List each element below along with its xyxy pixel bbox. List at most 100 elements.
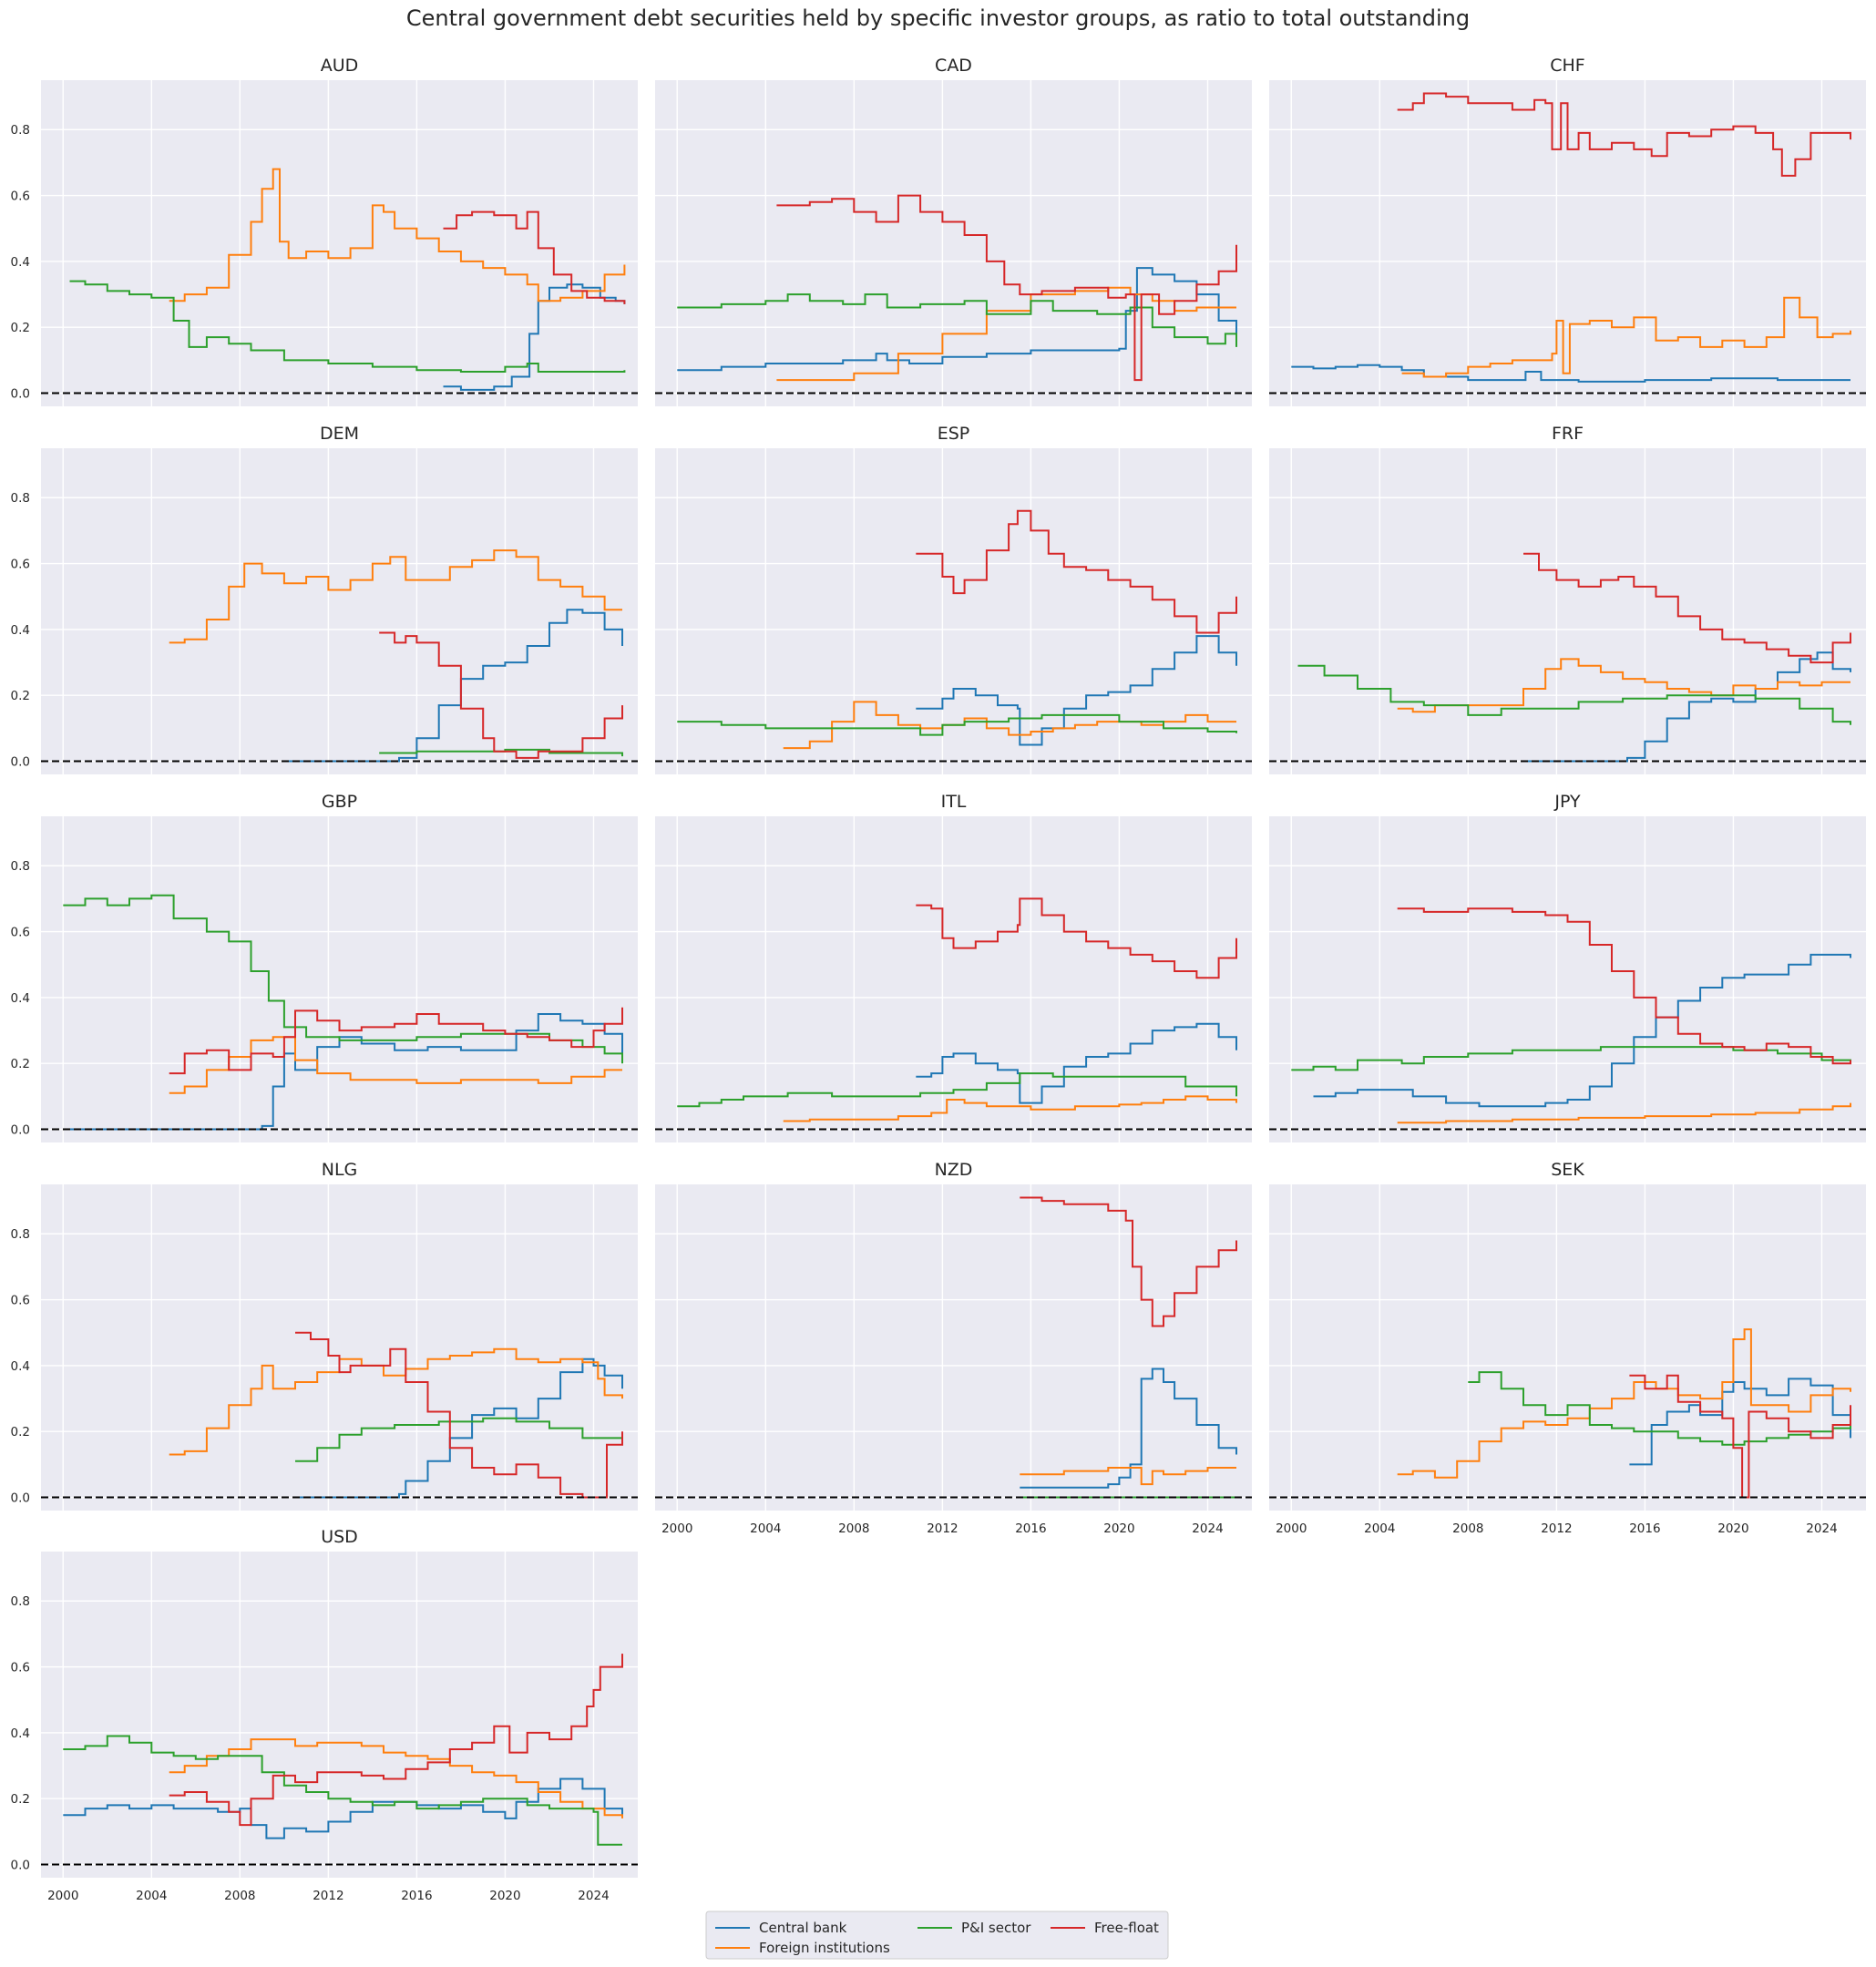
series-line-foreign-institutions	[169, 168, 626, 302]
series-line-central-bank	[1629, 1378, 1851, 1466]
legend-label-foreign-institutions: Foreign institutions	[759, 1940, 890, 1956]
panel-title: DEM	[320, 424, 359, 444]
series-line-pandi-sector	[295, 1417, 623, 1462]
plot-area	[41, 1184, 638, 1511]
figure-title: Central government debt securities held …	[406, 5, 1470, 31]
panel-itl: ITL	[655, 792, 1252, 1142]
y-tick-label: 0.8	[11, 123, 30, 138]
x-tick-label: 2008	[224, 1889, 255, 1903]
panel-usd: 0.0 0.2 0.4 0.6 0.8 2000 2004 2008 2012 2016 2020 2…	[11, 1527, 638, 1903]
series-line-pandi-sector	[1297, 664, 1851, 725]
series-line-pandi-sector	[1468, 1371, 1851, 1446]
panel-sek: 2000 2004 2008 2012 2016 2020 2024 SEK	[1269, 1160, 1866, 1536]
y-tick-label: 0.6	[11, 190, 30, 204]
series-line-foreign-institutions	[169, 1738, 623, 1818]
x-tick-label: 2004	[136, 1889, 167, 1903]
plot-area	[655, 1184, 1252, 1511]
series-line-foreign-institutions	[1397, 658, 1850, 713]
series-line-foreign-institutions	[1401, 296, 1851, 378]
series-line-pandi-sector	[677, 293, 1237, 347]
panel-title: JPY	[1553, 792, 1581, 812]
legend-label-pandi-sector: P&I sector	[961, 1920, 1031, 1936]
series-line-free-float	[776, 194, 1237, 382]
y-tick-label: 0.4	[11, 991, 30, 1006]
plot-area	[1269, 816, 1866, 1142]
plot-area	[41, 816, 638, 1142]
series-line-central-bank	[677, 267, 1237, 372]
series-line-foreign-institutions	[783, 1095, 1237, 1122]
series-line-free-float	[295, 1331, 623, 1499]
y-tick-label: 0.0	[11, 1859, 30, 1873]
series-line-central-bank	[1523, 651, 1851, 763]
y-tick-label: 0.2	[11, 1792, 30, 1807]
series-line-free-float	[443, 210, 626, 304]
y-tick-label: 0.2	[11, 1057, 30, 1071]
x-tick-label: 2016	[1629, 1521, 1660, 1536]
plot-area	[41, 448, 638, 774]
series-line-foreign-institutions	[169, 549, 622, 644]
x-tick-label: 2020	[1103, 1521, 1134, 1536]
series-line-central-bank	[1313, 953, 1851, 1108]
y-tick-label: 0.6	[11, 558, 30, 572]
y-tick-label: 0.4	[11, 1726, 30, 1741]
x-tick-label: 2000	[661, 1521, 692, 1536]
series-line-foreign-institutions	[169, 1036, 622, 1094]
series-line-free-float	[1523, 552, 1851, 664]
panel-title: ITL	[941, 792, 967, 812]
panel-chf: CHF	[1269, 56, 1866, 406]
plot-area	[655, 448, 1252, 774]
series-line-central-bank	[916, 1022, 1237, 1104]
panel-esp: ESP	[655, 424, 1252, 774]
plot-area	[655, 816, 1252, 1142]
series-line-central-bank	[1291, 364, 1850, 383]
x-tick-label: 2024	[578, 1889, 609, 1903]
legend-label-free-float: Free-float	[1094, 1920, 1159, 1936]
y-tick-label: 0.6	[11, 1661, 30, 1675]
series-line-foreign-institutions	[783, 701, 1236, 750]
series-line-foreign-institutions	[1397, 1102, 1851, 1124]
panel-title: SEK	[1551, 1160, 1584, 1180]
y-tick-label: 0.8	[11, 859, 30, 874]
series-line-central-bank	[1020, 1368, 1237, 1489]
panel-title: CHF	[1550, 56, 1584, 76]
y-tick-label: 0.0	[11, 1123, 30, 1138]
x-tick-label: 2008	[1452, 1521, 1483, 1536]
y-tick-label: 0.6	[11, 926, 30, 940]
series-line-central-bank	[283, 609, 623, 763]
y-tick-label: 0.0	[11, 755, 30, 770]
y-tick-label: 0.4	[11, 255, 30, 270]
series-line-free-float	[1629, 1374, 1851, 1499]
panel-nlg: 0.0 0.2 0.4 0.6 0.8 NLG	[11, 1160, 638, 1511]
panel-jpy: JPY	[1269, 792, 1866, 1142]
panel-cad: CAD	[655, 56, 1252, 406]
x-tick-label: 2012	[313, 1889, 343, 1903]
series-line-pandi-sector	[677, 713, 1237, 736]
plot-area	[655, 80, 1252, 406]
panel-frf: FRF	[1269, 424, 1866, 774]
series-line-foreign-institutions	[1020, 1467, 1236, 1486]
series-line-free-float	[916, 509, 1237, 634]
x-tick-label: 2016	[1015, 1521, 1046, 1536]
x-tick-label: 2020	[489, 1889, 520, 1903]
panel-title: ESP	[938, 424, 970, 444]
x-tick-label: 2024	[1192, 1521, 1223, 1536]
x-tick-label: 2020	[1717, 1521, 1748, 1536]
series-line-free-float	[379, 631, 623, 759]
x-tick-label: 2012	[1541, 1521, 1572, 1536]
y-tick-label: 0.0	[11, 387, 30, 402]
panel-nzd: 2000 2004 2008 2012 2016 2020 2024 NZD	[655, 1160, 1252, 1536]
x-tick-label: 2004	[1364, 1521, 1395, 1536]
series-line-free-float	[1020, 1196, 1237, 1327]
series-line-pandi-sector	[1291, 1046, 1851, 1071]
panel-dem: 0.0 0.2 0.4 0.6 0.8 DEM	[11, 424, 638, 774]
y-tick-label: 0.8	[11, 491, 30, 506]
panel-title: FRF	[1552, 424, 1584, 444]
panel-title: NLG	[322, 1160, 358, 1180]
y-tick-label: 0.6	[11, 1294, 30, 1308]
panel-aud: 0.0 0.2 0.4 0.6 0.8 AUD	[11, 56, 638, 406]
series-line-free-float	[169, 1654, 623, 1827]
legend-label-central-bank: Central bank	[759, 1920, 847, 1936]
x-tick-label: 2000	[1276, 1521, 1307, 1536]
series-line-central-bank	[63, 1777, 623, 1839]
